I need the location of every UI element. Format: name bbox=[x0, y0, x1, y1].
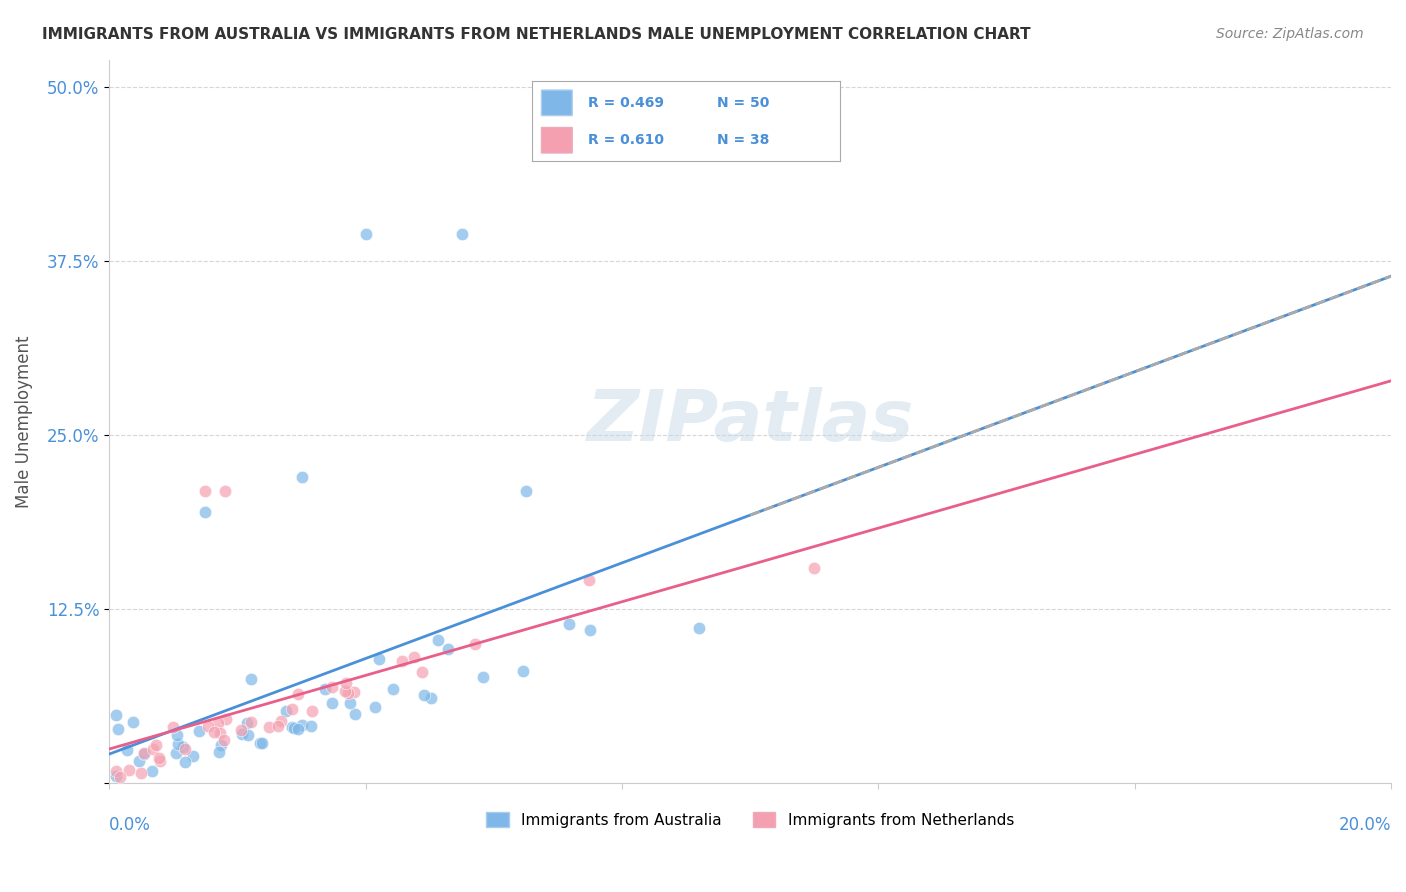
Point bbox=[688, 621, 710, 635]
Point bbox=[236, 715, 259, 730]
Point bbox=[167, 737, 190, 751]
Point bbox=[121, 715, 143, 730]
Point bbox=[290, 470, 312, 484]
Point bbox=[343, 685, 366, 699]
Point bbox=[411, 665, 433, 679]
Point bbox=[335, 676, 357, 690]
Point bbox=[240, 672, 263, 686]
Point bbox=[110, 770, 132, 784]
Point bbox=[162, 720, 184, 734]
Point bbox=[118, 763, 141, 777]
Point bbox=[165, 746, 187, 760]
Point bbox=[280, 720, 302, 734]
Point bbox=[209, 738, 232, 752]
Point bbox=[145, 739, 167, 753]
Point bbox=[207, 715, 229, 730]
Point bbox=[107, 723, 129, 737]
Point bbox=[274, 704, 297, 718]
Point bbox=[104, 708, 127, 723]
Point bbox=[128, 754, 150, 768]
Point bbox=[301, 704, 323, 718]
Point bbox=[402, 649, 425, 664]
Point bbox=[512, 664, 534, 678]
Point bbox=[257, 720, 280, 734]
Text: 0.0%: 0.0% bbox=[110, 816, 150, 834]
Point bbox=[208, 725, 231, 739]
Point bbox=[321, 680, 343, 694]
Point bbox=[283, 721, 305, 735]
Point bbox=[142, 742, 165, 756]
Point bbox=[472, 670, 495, 684]
Point bbox=[231, 723, 253, 738]
Point bbox=[188, 724, 211, 739]
Point bbox=[412, 688, 434, 702]
Point bbox=[148, 751, 170, 765]
Point bbox=[437, 641, 460, 656]
Point bbox=[104, 764, 127, 779]
Point bbox=[333, 684, 356, 698]
Point bbox=[172, 740, 194, 755]
Point bbox=[231, 727, 253, 741]
Point bbox=[321, 697, 343, 711]
Point bbox=[240, 714, 263, 729]
Point bbox=[215, 712, 238, 726]
Text: 20.0%: 20.0% bbox=[1339, 816, 1391, 834]
Point bbox=[391, 654, 413, 668]
Text: IMMIGRANTS FROM AUSTRALIA VS IMMIGRANTS FROM NETHERLANDS MALE UNEMPLOYMENT CORRE: IMMIGRANTS FROM AUSTRALIA VS IMMIGRANTS … bbox=[42, 27, 1031, 42]
Point bbox=[368, 652, 391, 666]
Point bbox=[420, 691, 443, 706]
Point bbox=[194, 484, 217, 499]
Point bbox=[291, 718, 314, 732]
Point bbox=[236, 728, 259, 742]
Point bbox=[803, 560, 825, 574]
Point bbox=[267, 719, 290, 733]
Point bbox=[117, 743, 139, 757]
Point bbox=[280, 702, 302, 716]
Point bbox=[149, 754, 172, 768]
Point bbox=[427, 633, 450, 648]
Point bbox=[314, 682, 336, 697]
Text: ZIPatlas: ZIPatlas bbox=[586, 387, 914, 456]
Point bbox=[132, 747, 155, 761]
Point bbox=[515, 484, 537, 499]
Point bbox=[450, 227, 472, 241]
Point bbox=[132, 746, 155, 760]
Point bbox=[270, 714, 292, 728]
Point bbox=[337, 686, 360, 700]
Point bbox=[287, 687, 309, 701]
Point bbox=[464, 637, 486, 651]
Point bbox=[212, 732, 235, 747]
Point bbox=[129, 766, 152, 780]
Legend: Immigrants from Australia, Immigrants from Netherlands: Immigrants from Australia, Immigrants fr… bbox=[479, 805, 1021, 834]
Point bbox=[194, 505, 217, 519]
Point bbox=[208, 745, 231, 759]
Point bbox=[181, 749, 204, 764]
Point bbox=[104, 769, 127, 783]
Point bbox=[202, 725, 225, 739]
Point bbox=[381, 681, 404, 696]
Point bbox=[578, 623, 600, 637]
Point bbox=[339, 696, 361, 710]
Point bbox=[558, 617, 581, 632]
Point bbox=[578, 573, 600, 587]
Point bbox=[141, 764, 163, 779]
Point bbox=[166, 729, 188, 743]
Point bbox=[249, 736, 271, 750]
Point bbox=[197, 719, 219, 733]
Point bbox=[299, 719, 322, 733]
Point bbox=[287, 722, 309, 736]
Point bbox=[174, 742, 197, 756]
Point bbox=[364, 700, 387, 714]
Point bbox=[250, 736, 273, 750]
Point bbox=[214, 484, 236, 499]
Text: Source: ZipAtlas.com: Source: ZipAtlas.com bbox=[1216, 27, 1364, 41]
Point bbox=[354, 227, 377, 241]
Y-axis label: Male Unemployment: Male Unemployment bbox=[15, 335, 32, 508]
Point bbox=[174, 756, 197, 770]
Point bbox=[344, 707, 367, 722]
